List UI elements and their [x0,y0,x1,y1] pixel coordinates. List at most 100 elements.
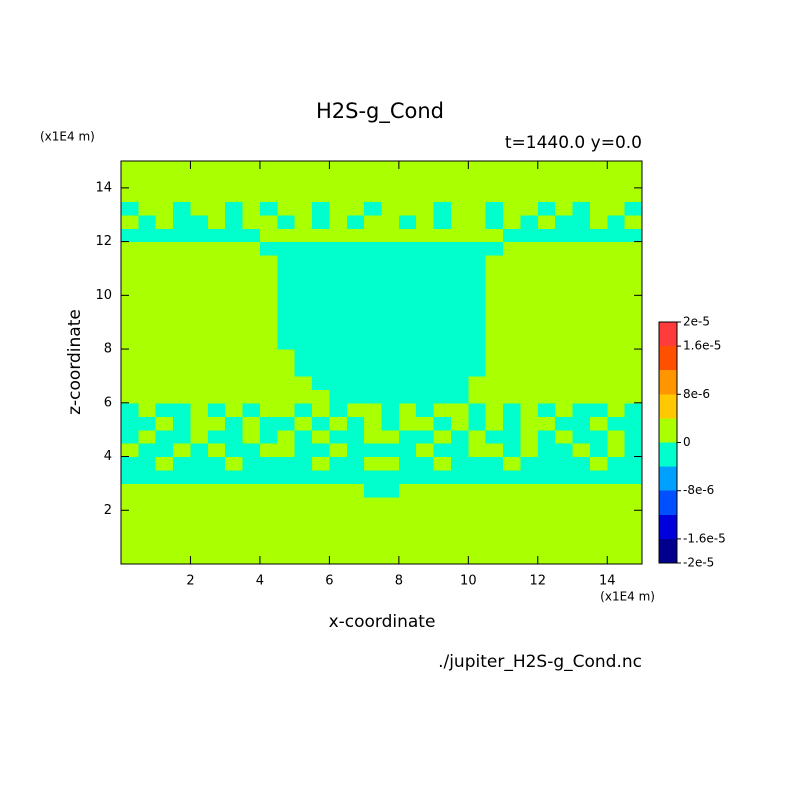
contour-cell [468,241,487,256]
contour-cell [346,523,365,538]
contour-cell [398,537,417,552]
contour-cell [607,201,626,216]
contour-cell [555,295,574,310]
contour-cell [277,469,296,484]
contour-cell [381,161,400,176]
contour-cell [537,281,556,296]
contour-cell [277,389,296,404]
contour-cell [520,362,539,377]
contour-cell [207,187,226,202]
contour-cell [555,416,574,431]
contour-cell [398,550,417,565]
contour-cell [433,241,452,256]
contour-cell [364,416,383,431]
contour-cell [259,214,278,229]
contour-cell [589,174,608,189]
contour-cell [138,349,157,364]
contour-cell [624,375,643,390]
colorbar-swatch [659,490,677,515]
contour-cell [312,429,330,444]
contour-cell [537,255,556,270]
contour-cell [485,349,504,364]
contour-cell [555,187,574,202]
contour-cell [346,389,365,404]
contour-cell [520,389,539,404]
footer: ./jupiter_H2S-g_Cond.nc [438,652,642,672]
contour-cell [624,174,643,189]
contour-cell [155,295,174,310]
contour-cell [520,335,539,350]
contour-cell [450,429,469,444]
contour-cell [607,375,626,390]
contour-cell [277,523,296,538]
contour-cell [450,510,469,525]
contour-cell [468,469,487,484]
contour-cell [173,174,192,189]
contour-cell [416,429,435,444]
contour-cell [364,375,383,390]
contour-cell [155,362,174,377]
contour-cell [520,255,539,270]
contour-cell [485,429,504,444]
contour-cell [277,416,296,431]
contour-cell [589,402,608,417]
contour-cell [589,375,608,390]
contour-cell [589,349,608,364]
colorbar-swatch [659,538,677,563]
contour-cell [346,402,365,417]
x-tick-label: 6 [325,574,333,589]
contour-cell [364,322,383,337]
contour-cell [138,443,157,458]
colorbar-swatch [659,514,677,539]
contour-cell [537,335,556,350]
contour-cell [277,308,296,323]
contour-cell [468,187,487,202]
contour-cell [207,214,226,229]
contour-cell [607,456,626,471]
contour-cell [468,550,487,565]
contour-cell [503,469,522,484]
contour-cell [242,429,261,444]
contour-cell [572,523,591,538]
contour-cell [416,308,435,323]
contour-cell [468,523,487,538]
contour-cell [138,483,157,498]
contour-cell [312,295,330,310]
contour-cell [155,456,174,471]
contour-cell [277,255,296,270]
contour-cell [416,201,435,216]
contour-cell [468,362,487,377]
contour-cell [589,483,608,498]
contour-cell [294,335,313,350]
contour-cell [138,322,157,337]
contour-cell [624,295,643,310]
contour-cell [607,523,626,538]
x-axis-label: x-coordinate [329,612,436,632]
contour-cell [607,161,626,176]
contour-cell [242,214,261,229]
contour-cell [364,443,383,458]
contour-cell [607,469,626,484]
contour-cell [381,537,400,552]
contour-cell [242,187,261,202]
contour-cell [207,402,226,417]
contour-cell [398,523,417,538]
contour-cell [121,308,139,323]
contour-cell [207,510,226,525]
contour-cell [225,443,244,458]
contour-cell [503,510,522,525]
y-tick-label: 14 [95,180,112,195]
contour-cell [381,416,400,431]
contour-cell [207,161,226,176]
contour-cell [138,295,157,310]
contour-cell [207,443,226,458]
contour-cell [190,483,209,498]
contour-cell [294,375,313,390]
contour-cell [364,362,383,377]
contour-cell [346,214,365,229]
contour-cell [433,429,452,444]
contour-cell [572,214,591,229]
contour-cell [450,174,469,189]
contour-cell [190,523,209,538]
contour-cell [190,389,209,404]
